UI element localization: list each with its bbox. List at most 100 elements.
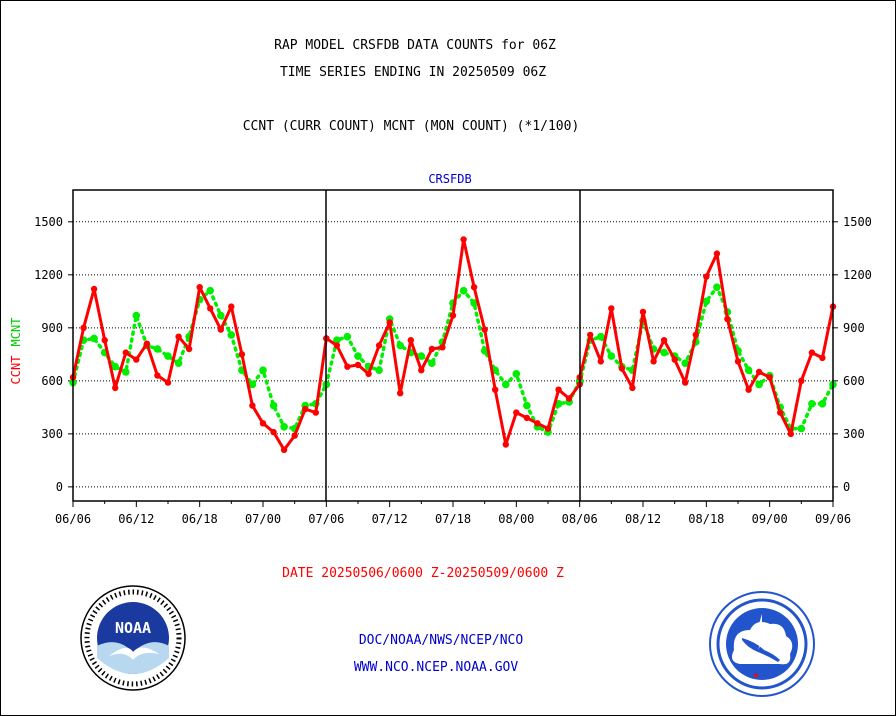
x-tick-label: 07/12 (372, 512, 408, 526)
data-point-ccnt (544, 425, 552, 432)
data-point-ccnt (365, 370, 372, 377)
data-point-ccnt (449, 312, 457, 319)
x-tick-label: 07/00 (245, 512, 281, 526)
series-line-ccnt (324, 238, 582, 446)
data-point-ccnt (650, 358, 657, 365)
x-tick-label: 06/06 (55, 512, 91, 526)
x-tick-label: 06/12 (118, 512, 154, 526)
data-point-ccnt (143, 340, 151, 347)
data-point-mcnt (417, 352, 426, 360)
data-point-mcnt (132, 311, 141, 320)
data-point-ccnt (787, 430, 794, 438)
data-point-ccnt (217, 326, 224, 333)
footer-url: WWW.NCO.NCEP.NOAA.GOV (353, 660, 519, 675)
data-point-mcnt (681, 359, 689, 368)
data-point-ccnt (249, 402, 256, 409)
x-tick-label: 09/06 (815, 512, 851, 526)
nws-logo: ★ (709, 591, 815, 697)
data-point-ccnt (587, 331, 594, 339)
data-point-ccnt (291, 432, 298, 439)
data-point-ccnt (302, 405, 309, 413)
noaa-logo: NOAA (80, 585, 186, 691)
data-point-ccnt (629, 384, 636, 392)
data-point-ccnt (682, 379, 689, 386)
x-tick-label: 08/06 (562, 512, 598, 526)
data-point-ccnt (270, 428, 277, 436)
data-point-ccnt (407, 337, 414, 344)
axis-ticks: 0 0 300 300 600 600 900 900 1200 1200 1500 1500 06/0… (34, 215, 872, 526)
data-point-mcnt (755, 380, 763, 389)
y-tick-label-right: 0 (843, 480, 850, 494)
data-point-ccnt (207, 305, 214, 312)
data-point-mcnt (523, 401, 531, 410)
data-point-mcnt (428, 359, 436, 368)
data-point-ccnt (460, 236, 467, 243)
data-point-mcnt (343, 332, 352, 341)
x-tick-label: 07/18 (435, 512, 471, 526)
data-point-ccnt (312, 409, 319, 416)
data-point-ccnt (492, 386, 499, 393)
data-point-mcnt (396, 341, 405, 350)
data-point-mcnt (375, 366, 383, 375)
data-point-mcnt (354, 352, 362, 360)
series-layer (69, 236, 837, 453)
data-point-mcnt (153, 345, 162, 353)
data-point-mcnt (818, 400, 827, 408)
data-point-mcnt (217, 311, 225, 320)
data-point-ccnt (280, 446, 288, 453)
y-tick-label-right: 600 (843, 374, 865, 388)
x-tick-label: 09/00 (752, 512, 788, 526)
y-label-mcnt: MCNT (9, 318, 23, 347)
data-point-ccnt (639, 308, 647, 316)
data-point-mcnt (333, 336, 341, 345)
data-point-mcnt (111, 362, 119, 371)
data-point-mcnt (174, 359, 183, 368)
y-tick-label-left: 300 (41, 427, 63, 441)
data-point-ccnt (734, 358, 742, 365)
data-point-mcnt (660, 348, 668, 357)
data-point-mcnt (808, 400, 816, 408)
data-point-ccnt (671, 356, 678, 363)
data-point-ccnt (470, 284, 478, 291)
y-tick-label-right: 1500 (843, 215, 872, 229)
data-point-ccnt (133, 356, 140, 363)
data-point-ccnt (766, 374, 773, 381)
data-point-ccnt (344, 363, 351, 370)
data-point-ccnt (608, 305, 615, 312)
data-point-ccnt (745, 386, 752, 393)
data-point-mcnt (597, 332, 605, 341)
data-point-ccnt (397, 390, 404, 397)
x-tick-label: 08/18 (688, 512, 724, 526)
plot-border (72, 189, 834, 502)
series-line-ccnt (578, 252, 835, 436)
data-point-ccnt (122, 349, 129, 356)
data-point-ccnt (175, 333, 182, 340)
x-tick-label: 06/18 (182, 512, 218, 526)
date-range: DATE 20250506/0600 Z-20250509/0600 Z (282, 566, 564, 581)
data-point-ccnt (660, 337, 668, 344)
data-point-mcnt (459, 286, 468, 295)
y-label-ccnt: CCNT (9, 356, 23, 385)
data-point-ccnt (333, 342, 341, 349)
data-point-ccnt (228, 303, 235, 310)
svg-text:★: ★ (753, 668, 760, 681)
y-tick-label-right: 300 (843, 427, 865, 441)
data-point-ccnt (502, 441, 509, 448)
footer-org: DOC/NOAA/NWS/NCEP/NCO (358, 633, 524, 648)
y-tick-label-left: 0 (56, 480, 63, 494)
data-point-ccnt (618, 365, 626, 372)
chart-title: RAP MODEL CRSFDB DATA COUNTS for 06Z (274, 38, 556, 53)
data-point-ccnt (196, 284, 203, 291)
data-point-mcnt (713, 283, 721, 292)
data-point-ccnt (259, 420, 267, 427)
data-point-mcnt (502, 380, 510, 389)
series-line-mcnt (71, 288, 329, 431)
x-tick-label: 07/06 (308, 512, 344, 526)
data-point-ccnt (238, 351, 246, 358)
data-point-mcnt (227, 331, 236, 339)
data-point-ccnt (534, 420, 541, 427)
data-point-ccnt (713, 250, 721, 257)
y-tick-label-right: 1200 (843, 268, 872, 282)
data-point-mcnt (122, 368, 130, 376)
